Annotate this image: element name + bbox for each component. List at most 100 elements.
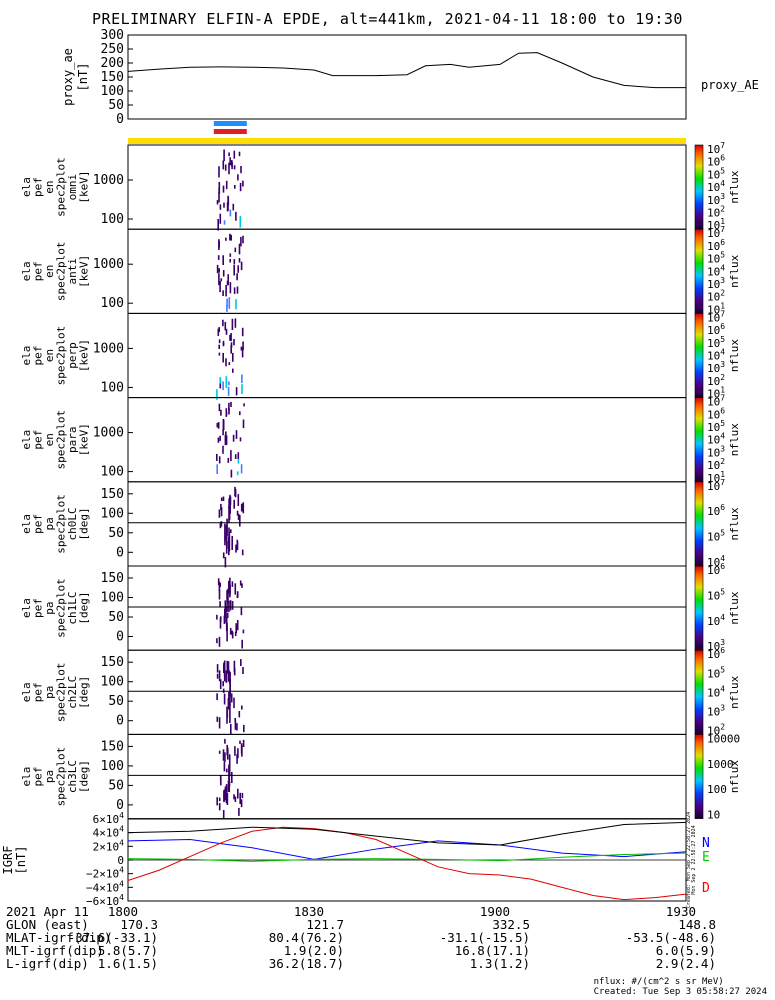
colorbar-tick-label: 106 <box>707 646 725 661</box>
spectrogram-streak <box>224 164 227 171</box>
spectrogram-ytick-label: 0 <box>116 714 124 729</box>
proxy-ae-frame <box>127 34 687 120</box>
spectrogram-ylabel-line: spec2plot <box>55 662 68 722</box>
spectrogram-streak <box>216 464 218 474</box>
spectrogram-streak <box>242 502 245 514</box>
spectrogram-streak <box>239 580 242 586</box>
spectrogram-streak <box>230 450 232 462</box>
spectrogram-streak <box>234 247 237 253</box>
colorbar <box>694 481 704 567</box>
spectrogram-streak <box>217 578 220 586</box>
spectrogram-streak <box>216 716 219 722</box>
spectrogram-streak <box>217 219 219 231</box>
colorbar-tick-label: 105 <box>707 665 725 680</box>
spectrogram-streak <box>231 581 234 587</box>
spectrogram-streak <box>219 204 222 210</box>
colorbar <box>694 565 704 651</box>
spectrogram-streak <box>242 341 244 350</box>
spectrogram-streak <box>231 160 233 167</box>
spectrogram-streak <box>220 409 222 416</box>
spectrogram-streak <box>226 590 228 599</box>
spectrogram-streak <box>240 261 243 271</box>
spectrogram-ytick-label: 100 <box>101 759 124 774</box>
spectrogram-frame <box>127 649 687 735</box>
colorbar-tick-label: 101 <box>707 386 725 401</box>
spectrogram-streak <box>219 213 222 224</box>
colorbar-tick-label: 102 <box>707 205 725 220</box>
spectrogram-streak <box>218 636 221 647</box>
footer-row-value: 6.0(5.9) <box>655 943 716 958</box>
spectrogram-streak <box>218 268 220 273</box>
spectrogram-streak <box>222 352 224 363</box>
spectrogram-ylabel-line: para <box>66 426 79 453</box>
spectrogram-streak <box>216 200 219 205</box>
spectrogram-streak <box>222 270 225 277</box>
spectrogram-ylabel-line: omni <box>66 174 79 201</box>
spectrogram-streak <box>216 797 218 806</box>
science-zone-bar-blue <box>213 121 247 126</box>
colorbar-tick-label: 102 <box>707 373 725 388</box>
spectrogram-streak <box>224 752 226 762</box>
spectrogram-streak <box>230 333 232 342</box>
spectrogram-ylabel-line: ela <box>20 682 33 702</box>
spectrogram-streak <box>223 660 226 677</box>
igrf-line-n <box>127 838 687 860</box>
spectrogram-streak <box>234 583 237 595</box>
spectrogram-streak <box>223 671 226 682</box>
spectrogram-streak <box>227 195 229 205</box>
spectrogram-streak <box>235 623 237 634</box>
spectrogram-ytick-label: 0 <box>116 798 124 813</box>
spectrogram-streak <box>236 539 239 551</box>
spectrogram-streak <box>234 746 236 756</box>
spectrogram-streak <box>230 234 232 241</box>
spectrogram-streak <box>225 607 227 623</box>
colorbar-tick-label: 105 <box>707 335 725 350</box>
spectrogram-streak <box>236 591 239 598</box>
spectrogram-streak <box>225 670 228 678</box>
spectrogram-streak <box>225 328 228 335</box>
spectrogram-streak <box>239 215 242 228</box>
spectrogram-streak <box>219 679 222 690</box>
spectrogram-streak <box>219 377 221 384</box>
colorbar <box>694 228 704 314</box>
colorbar-tick-label: 104 <box>707 554 725 569</box>
igrf-ytick-label: −6×104 <box>86 893 124 908</box>
spectrogram-streak <box>228 692 230 703</box>
igrf-ytick-label: 4×104 <box>93 825 125 840</box>
spectrogram-streak <box>227 386 230 396</box>
footer-time: 1800 <box>107 904 138 919</box>
spectrogram-streak <box>239 740 241 744</box>
spectrogram-streak <box>216 389 218 400</box>
igrf-ytick-label: 2×104 <box>93 838 125 853</box>
igrf-side-stamp: Mon Sep 2 22:58:27 2024 <box>691 825 697 894</box>
colorbar-tick-label: 105 <box>707 529 725 544</box>
spectrogram-streak <box>241 792 244 799</box>
spectrogram-streak <box>228 764 230 781</box>
spectrogram-ylabel-line: ela <box>20 514 33 534</box>
spectrogram-streak <box>238 243 241 255</box>
footer-row-value: 332.5 <box>492 917 530 932</box>
spectrogram-streak <box>226 612 229 619</box>
spectrogram-streak <box>240 503 243 512</box>
status-bar-yellow <box>128 138 686 144</box>
igrf-ytick-label: 0 <box>117 854 124 867</box>
spectrogram-ylabel-line: anti <box>66 258 79 285</box>
spectrogram-frame <box>127 228 687 314</box>
spectrogram-streak <box>223 693 226 705</box>
colorbar-tick-label: 106 <box>707 238 725 253</box>
spectrogram-streak <box>222 749 225 761</box>
spectrogram-ylabel-line: ch1LC <box>66 592 79 625</box>
spectrogram-streak <box>229 282 232 294</box>
spectrogram-ylabel-line: [deg] <box>78 507 91 540</box>
spectrogram-streak <box>219 582 221 587</box>
spectrogram-streak <box>222 445 224 454</box>
footer-row-value: 121.7 <box>306 917 344 932</box>
spectrogram-streak <box>228 162 230 175</box>
colorbar-tick-label: 103 <box>707 444 725 459</box>
colorbar-tick-label: 102 <box>707 722 725 737</box>
spectrogram-streak <box>222 418 225 431</box>
proxy-ae-ylabel-unit: [nT] <box>76 63 90 92</box>
spectrogram-streak <box>226 706 228 724</box>
footer-row-value: 148.8 <box>678 917 716 932</box>
spectrogram-streak <box>239 182 242 192</box>
